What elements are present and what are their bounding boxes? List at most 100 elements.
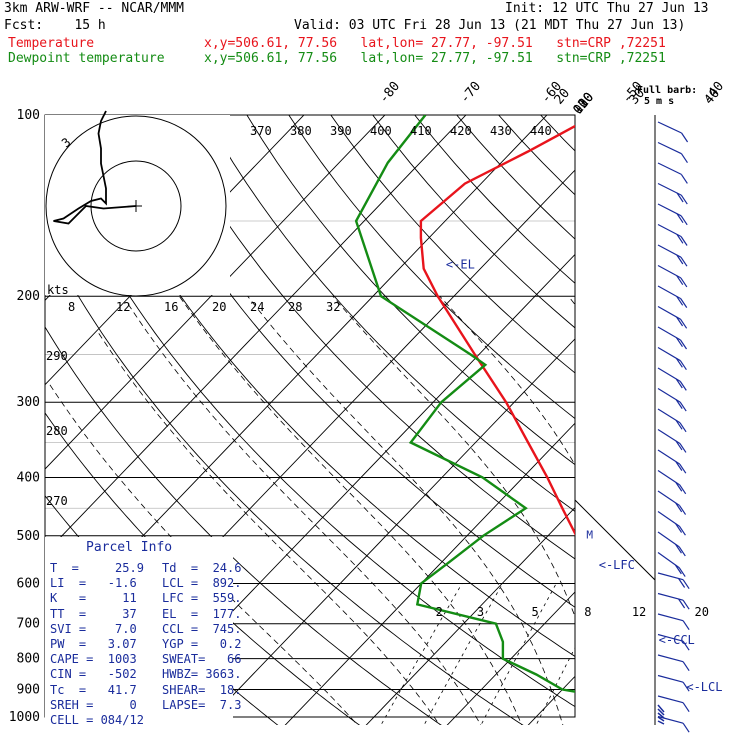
dry-adiabat-360 (330, 115, 575, 374)
isotherm-0 (446, 591, 575, 725)
hodograph-units: kts (47, 283, 69, 297)
isotherm-label--80: -80 (376, 79, 403, 107)
parcel-info-left: Tc = 41.7 (50, 682, 137, 697)
wind-barb-staff (657, 695, 684, 704)
mixing-ratio-8 (535, 646, 575, 725)
wind-barb-flag (678, 598, 686, 609)
dewpoint-info: x,y=506.61, 77.56 lat,lon= 27.77, -97.51… (204, 51, 666, 66)
mixing-ratio-2 (380, 583, 463, 725)
pressure-label-700: 700 (17, 617, 40, 632)
wind-barb-flag (679, 484, 687, 495)
parcel-info-left: SREH = 0 (50, 697, 137, 712)
wind-barb-flag (682, 599, 690, 610)
wind-barb-flag (679, 401, 687, 412)
wind-barb-low (657, 704, 665, 713)
mixing-label-3: 3 (477, 605, 484, 619)
init-time: Init: 12 UTC Thu 27 Jun 13 (505, 1, 709, 16)
wind-barb-low (657, 716, 665, 722)
dewpoint-label: Dewpoint temperature (8, 51, 165, 66)
mixing-label-5: 5 (531, 605, 538, 619)
theta-label-380: 380 (290, 124, 312, 138)
mixing-label-20: 20 (695, 605, 709, 619)
hodograph-axis-label-28: 28 (288, 300, 302, 314)
dewpoint-profile (354, 115, 575, 693)
wind-barb-flag (681, 132, 689, 143)
dry-adiabat-340 (246, 115, 575, 466)
parcel-info-left: K = 11 (50, 591, 137, 606)
wind-barb-flag (675, 481, 683, 492)
pressure-label-500: 500 (17, 529, 40, 544)
hodograph-background (45, 115, 230, 295)
wind-barb-staff (657, 141, 682, 155)
wind-barb-low (657, 712, 665, 719)
wind-barb-flag (682, 640, 690, 651)
dry-adiabat-270 (45, 326, 442, 725)
wind-barb-flag (674, 564, 682, 575)
mixing-label-2: 2 (436, 605, 443, 619)
parcel-info-left: CIN = -502 (50, 667, 137, 682)
wind-barb (657, 490, 687, 515)
wind-barb (657, 654, 690, 672)
wind-barb-staff (657, 613, 684, 622)
wind-barb-staff (657, 674, 684, 683)
wind-barb-flag (680, 277, 688, 288)
dry-adiabat-410 (540, 115, 575, 152)
wind-barb-flag (675, 357, 683, 368)
parcel-info-right: CCL = 745. (162, 621, 242, 636)
wind-barb (657, 223, 688, 246)
moist-adiabat--10 (49, 383, 359, 725)
wind-barb-flag (675, 502, 683, 513)
wind-barb (657, 121, 689, 143)
parcel-info-background (45, 537, 233, 725)
parcel-info-right: EL = 177. (162, 606, 242, 621)
wind-barb-staff (657, 715, 684, 724)
hodograph-axis-label-8: 8 (68, 300, 75, 314)
wind-barb (657, 633, 690, 651)
valid-time: Valid: 03 UTC Fri 28 Jun 13 (21 MDT Thu … (294, 18, 686, 33)
pressure-label-100: 100 (17, 108, 40, 123)
hodograph-trace (53, 110, 137, 225)
parcel-info-row: TT = 37 EL = 177. (50, 607, 241, 621)
parcel-info-row: CAPE = 1003 SWEAT= 66 (50, 652, 241, 666)
wind-barb-flag (675, 461, 683, 471)
temperature-profile (419, 124, 575, 536)
dry-adiabat-450 (708, 115, 740, 730)
isotherm--80 (45, 115, 386, 470)
barb-panel-edge (574, 480, 656, 725)
dry-adiabat-400 (498, 115, 575, 196)
wind-barb-flag (679, 422, 687, 433)
wind-barb (657, 613, 690, 631)
isotherm--30 (203, 338, 575, 725)
parcel-info-right: SHEAR= 18. (162, 682, 242, 697)
parcel-info-left: CELL = 084/12 (50, 713, 144, 727)
wind-barb-flag (678, 578, 686, 588)
wind-barb-flag (680, 215, 688, 226)
hodograph-axis-label-32: 32 (326, 300, 340, 314)
parcel-info-left: T = 25.9 (50, 561, 144, 575)
parcel-info-right: YGP = 0.2 (162, 637, 242, 651)
parcel-info-row: SREH = 0 LAPSE= 7.3 (50, 698, 241, 712)
hodograph-ring-outer (45, 115, 227, 297)
level-marker-lfc: <-LFC (599, 558, 635, 572)
wind-barb (657, 552, 686, 577)
moist-adiabat-15 (247, 295, 564, 725)
wind-barb-flag (675, 399, 683, 409)
wind-barb-low (657, 720, 665, 725)
dry-adiabat-330 (204, 115, 575, 512)
parcel-info-right: LFC = 559. (162, 591, 242, 606)
mixing-ratio-5 (480, 583, 557, 725)
dry-adiabat-310 (120, 115, 575, 608)
wind-barb (657, 305, 688, 329)
wind-barb (657, 695, 690, 713)
parcel-info-right: SWEAT= 66 (162, 652, 242, 667)
parcel-marker: M (586, 528, 593, 541)
wind-barb-flag (678, 567, 686, 577)
dry-adiabat-320 (162, 115, 575, 560)
wind-barb (657, 203, 688, 226)
parcel-info-row: CIN = -502 HWBZ= 3663. (50, 667, 241, 681)
level-marker-lcl: <-LCL (686, 680, 722, 694)
parcel-info-title: Parcel Info (86, 540, 173, 555)
wind-barb-flag (682, 681, 690, 692)
wind-barb-flag (675, 523, 683, 533)
